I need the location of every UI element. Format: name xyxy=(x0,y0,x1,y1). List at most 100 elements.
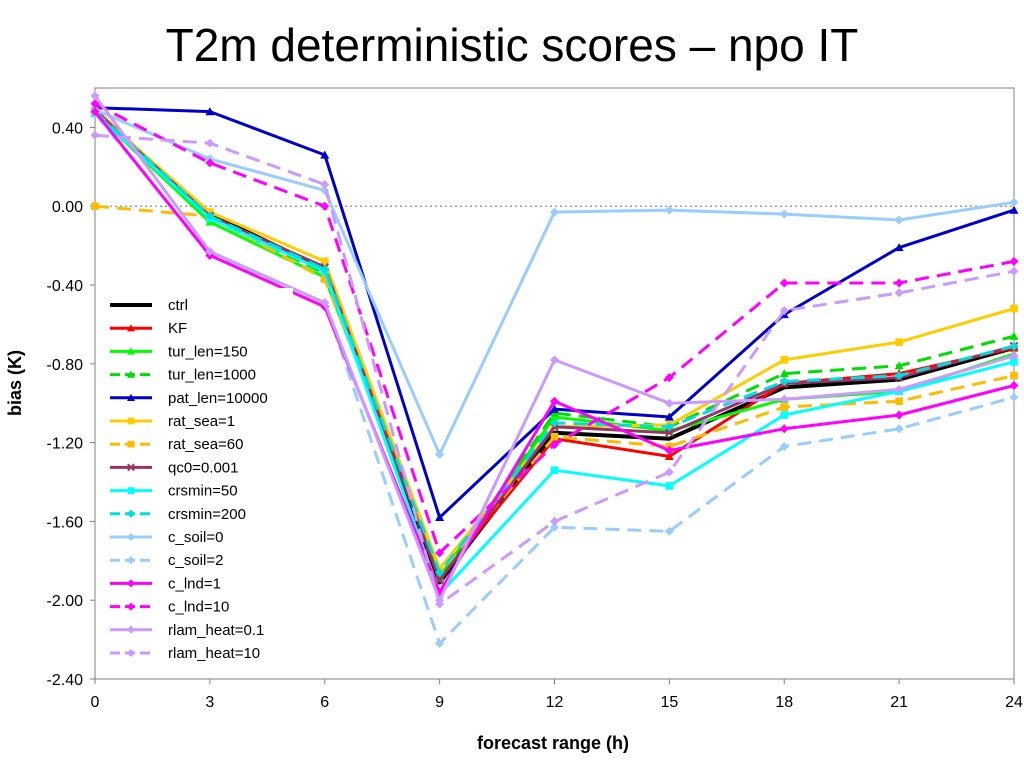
data-point xyxy=(550,207,559,217)
legend-label: c_soil=0 xyxy=(168,529,223,546)
legend-label: rat_sea=1 xyxy=(168,413,235,430)
y-tick-label: -2.00 xyxy=(47,593,84,610)
data-point xyxy=(664,445,674,455)
data-point xyxy=(127,417,135,425)
y-axis-ticks: 0.40 0.00 -0.40 -0.80 -1.20 -1.60 -2.00 -2.40 xyxy=(47,120,95,689)
data-point xyxy=(894,243,904,252)
data-point xyxy=(664,451,674,460)
legend-label: c_lnd=1 xyxy=(168,575,221,592)
legend-item: qc0=0.001 xyxy=(110,459,238,476)
legend-label: rlam_heat=10 xyxy=(168,645,260,662)
data-point xyxy=(320,264,330,274)
series-c_soil=0 xyxy=(90,105,1019,459)
data-point xyxy=(1009,331,1019,340)
y-tick-label: 0.40 xyxy=(52,120,83,137)
x-tick-label: 21 xyxy=(890,694,908,711)
legend-item: rat_sea=60 xyxy=(110,436,243,453)
data-point xyxy=(550,440,559,450)
data-point xyxy=(127,347,135,355)
data-point xyxy=(320,150,330,159)
y-tick-label: -0.80 xyxy=(47,357,84,374)
legend-item: c_lnd=10 xyxy=(110,599,229,616)
legend-label: qc0=0.001 xyxy=(168,459,238,476)
legend-item: rat_sea=1 xyxy=(110,413,235,430)
legend-item: rlam_heat=10 xyxy=(110,645,260,662)
data-point xyxy=(127,487,135,494)
legend-item: tur_len=1000 xyxy=(110,367,256,384)
x-tick-label: 12 xyxy=(546,694,564,711)
legend-item: KF xyxy=(110,320,187,337)
data-point xyxy=(127,556,135,565)
data-point xyxy=(779,377,789,387)
legend-label: c_soil=2 xyxy=(168,552,223,569)
y-axis-title: bias (K) xyxy=(5,350,25,416)
data-point xyxy=(664,467,674,477)
y-tick-label: -1.20 xyxy=(47,436,84,453)
chart-title: T2m deterministic scores – npo IT xyxy=(165,19,859,71)
data-point xyxy=(127,533,135,541)
series-layer xyxy=(90,91,1019,649)
data-point xyxy=(435,512,445,522)
data-point xyxy=(205,211,215,221)
legend-label: crsmin=200 xyxy=(168,506,246,523)
data-point xyxy=(779,278,789,288)
data-point xyxy=(664,422,674,432)
data-point xyxy=(127,370,135,378)
data-point xyxy=(550,396,559,406)
series-rlam_heat=10 xyxy=(90,130,1019,609)
legend-item: ctrl xyxy=(110,297,188,314)
data-point xyxy=(894,410,904,420)
data-point xyxy=(90,91,100,101)
data-point xyxy=(894,371,904,381)
data-point xyxy=(1009,392,1019,402)
legend-label: tur_len=150 xyxy=(168,343,248,360)
data-point xyxy=(550,355,559,365)
data-point xyxy=(1009,205,1019,214)
legend-item: crsmin=50 xyxy=(110,483,238,500)
data-point xyxy=(435,568,445,578)
data-point xyxy=(1009,256,1019,266)
data-point xyxy=(895,397,903,406)
data-point xyxy=(205,247,215,257)
legend-item: pat_len=10000 xyxy=(110,390,268,407)
data-point xyxy=(435,449,445,459)
x-tick-label: 6 xyxy=(320,694,329,711)
series-rlam_heat=0.1 xyxy=(90,91,1019,605)
series-line xyxy=(94,133,1015,606)
data-point xyxy=(127,463,135,472)
data-point xyxy=(664,398,674,408)
data-point xyxy=(320,298,330,308)
x-axis-title: forecast range (h) xyxy=(477,733,629,753)
data-point xyxy=(665,482,674,490)
data-point xyxy=(894,278,904,288)
data-point xyxy=(1009,197,1019,207)
data-point xyxy=(205,107,215,116)
data-point xyxy=(894,384,904,394)
data-point xyxy=(779,424,789,434)
data-point xyxy=(780,356,789,364)
data-point xyxy=(205,158,215,168)
legend-item: crsmin=200 xyxy=(110,506,246,523)
data-point xyxy=(779,369,789,378)
data-point xyxy=(205,138,215,148)
data-point xyxy=(127,649,135,657)
data-point xyxy=(320,180,330,190)
legend-item: c_lnd=1 xyxy=(110,575,221,592)
data-point xyxy=(894,288,904,298)
data-point xyxy=(320,257,329,266)
data-point xyxy=(550,466,559,475)
x-tick-label: 3 xyxy=(205,694,214,711)
data-point xyxy=(1009,351,1019,361)
series-c_lnd=10 xyxy=(90,99,1019,558)
data-point xyxy=(90,99,100,109)
legend-label: ctrl xyxy=(168,297,188,314)
data-point xyxy=(664,205,674,215)
data-point xyxy=(127,440,135,448)
legend-item: rlam_heat=0.1 xyxy=(110,622,264,639)
data-point xyxy=(664,526,674,536)
x-tick-label: 18 xyxy=(775,694,793,711)
data-point xyxy=(127,393,135,401)
legend: ctrl KF tur_len=150 tur_len=1000 pat_len=100… xyxy=(110,297,268,662)
data-point xyxy=(1010,304,1018,313)
data-point xyxy=(1009,341,1019,351)
